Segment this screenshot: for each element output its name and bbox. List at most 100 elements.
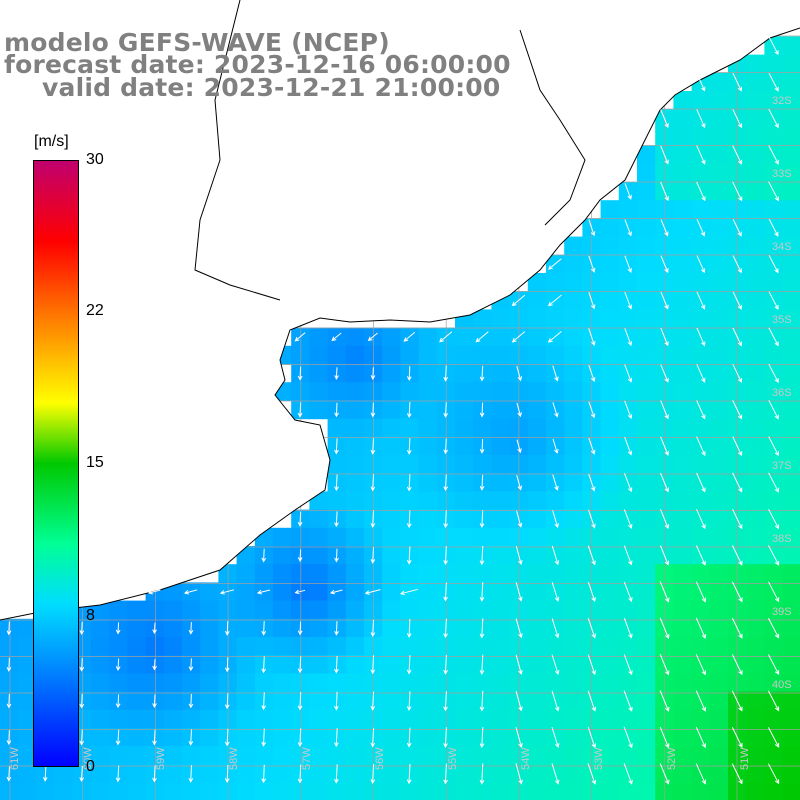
wind-arrow — [334, 764, 339, 784]
wind-arrow — [479, 474, 485, 491]
speed-cell — [400, 746, 420, 765]
speed-cell — [709, 200, 729, 219]
speed-cell — [527, 582, 547, 602]
wind-arrow — [406, 401, 412, 419]
wind-arrow — [768, 255, 779, 274]
speed-cell — [200, 764, 219, 784]
speed-cell — [637, 327, 656, 347]
speed-cell — [127, 673, 147, 693]
wind-arrow — [696, 181, 706, 202]
speed-cell — [673, 254, 693, 274]
wind-arrow — [115, 765, 121, 783]
speed-cell — [382, 637, 401, 656]
border-line — [194, 0, 281, 301]
speed-cell — [400, 564, 420, 583]
speed-cell — [418, 709, 438, 729]
speed-cell — [637, 618, 656, 638]
speed-cell — [309, 764, 329, 784]
wind-arrow — [660, 109, 669, 129]
wind-arrow — [695, 763, 706, 785]
speed-cell — [764, 127, 784, 147]
speed-cell — [564, 473, 583, 492]
speed-cell — [673, 418, 693, 438]
speed-cell — [709, 163, 729, 183]
speed-cell — [527, 782, 547, 800]
speed-cell — [0, 637, 19, 656]
speed-cell — [491, 400, 511, 420]
speed-cell — [327, 600, 347, 620]
speed-cell — [637, 345, 656, 365]
speed-cell — [491, 655, 511, 674]
speed-cell — [673, 655, 693, 674]
speed-cell — [691, 236, 711, 256]
speed-cell — [764, 491, 784, 511]
colorbar-tick: 30 — [86, 151, 104, 168]
speed-cell — [564, 618, 583, 638]
wind-arrow — [367, 332, 378, 342]
wind-arrow — [768, 436, 779, 457]
speed-cell — [382, 728, 401, 747]
speed-cell — [327, 418, 347, 438]
speed-cell — [564, 782, 583, 800]
speed-cell — [418, 618, 438, 638]
speed-cell — [728, 600, 747, 620]
speed-cell — [673, 236, 693, 256]
speed-cell — [418, 509, 438, 529]
speed-cell — [637, 455, 656, 474]
speed-cell — [637, 527, 656, 547]
speed-cell — [564, 309, 583, 329]
speed-cell — [600, 345, 620, 365]
speed-cell — [618, 782, 638, 800]
speed-cell — [309, 364, 329, 383]
speed-cell — [709, 291, 729, 310]
speed-cell — [546, 491, 565, 511]
speed-cell — [345, 400, 365, 420]
speed-cell — [91, 673, 110, 693]
speed-cell — [309, 618, 329, 638]
speed-cell — [18, 655, 37, 674]
speed-cell — [382, 455, 401, 474]
speed-cell — [200, 582, 219, 602]
speed-cell — [473, 782, 492, 800]
speed-cell — [564, 728, 583, 747]
wind-arrow — [443, 654, 448, 675]
wind-arrow — [587, 763, 597, 785]
wind-arrow — [767, 545, 780, 566]
speed-cell — [455, 436, 474, 456]
wind-arrow — [370, 438, 376, 455]
speed-cell — [728, 637, 747, 656]
wind-arrow — [659, 726, 670, 749]
speed-cell — [254, 564, 274, 583]
speed-cell — [527, 600, 547, 620]
speed-cell — [746, 72, 765, 92]
latitude-label: 32S — [772, 95, 792, 107]
speed-cell — [345, 345, 365, 365]
speed-cell — [709, 582, 729, 602]
speed-cell — [673, 200, 693, 219]
wind-arrow — [696, 436, 706, 457]
wind-arrow — [331, 332, 342, 342]
speed-cell — [691, 163, 711, 183]
speed-cell — [600, 509, 620, 529]
latitude-label: 38S — [772, 533, 792, 545]
speed-cell — [673, 709, 693, 729]
wind-arrow — [552, 365, 559, 382]
speed-cell — [618, 345, 638, 365]
wind-arrow — [224, 693, 230, 710]
speed-cell — [527, 345, 547, 365]
wind-arrow — [624, 473, 633, 493]
speed-cell — [236, 673, 256, 693]
speed-cell — [382, 746, 401, 765]
wind-arrow — [623, 690, 633, 712]
speed-cell — [764, 527, 784, 547]
speed-cell — [345, 764, 365, 784]
wind-arrow — [115, 622, 121, 635]
speed-cell — [345, 709, 365, 729]
speed-cell — [491, 491, 511, 511]
speed-cell — [491, 546, 511, 565]
wind-arrow — [768, 108, 779, 129]
wind-arrow — [660, 364, 669, 383]
speed-cell — [673, 491, 693, 511]
speed-cell — [782, 582, 800, 602]
speed-cell — [782, 218, 800, 238]
